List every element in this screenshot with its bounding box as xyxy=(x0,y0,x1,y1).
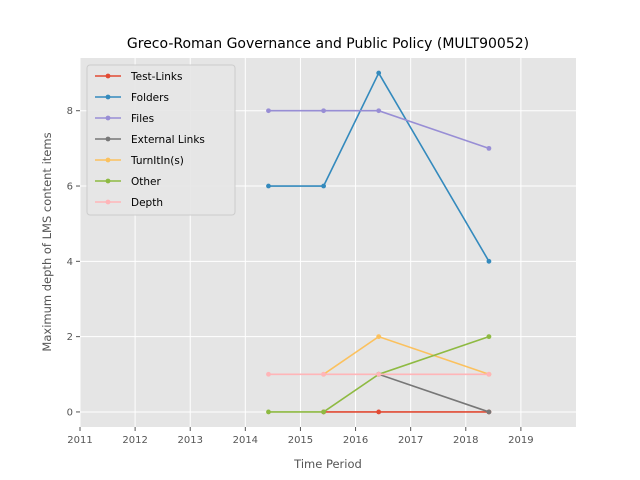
legend-marker xyxy=(105,94,111,100)
legend-item: Folders xyxy=(95,92,169,104)
data-point xyxy=(266,183,271,189)
data-point xyxy=(486,371,492,377)
y-tick-label: 6 xyxy=(67,182,73,193)
x-tick-label: 2012 xyxy=(122,435,147,446)
legend-marker xyxy=(105,157,111,163)
x-tick-label: 2015 xyxy=(288,435,313,446)
y-tick-label: 2 xyxy=(67,332,73,343)
legend-item: Other xyxy=(95,176,161,188)
series-line xyxy=(268,335,490,413)
legend-box xyxy=(86,64,236,216)
data-point xyxy=(376,409,382,415)
legend-label: Other xyxy=(131,176,161,188)
legend-label: Test-Links xyxy=(130,71,182,83)
series-line xyxy=(268,109,490,150)
series-folders xyxy=(266,70,492,264)
y-axis-label: Maximum depth of LMS content items xyxy=(40,132,54,351)
legend-marker xyxy=(105,115,111,121)
y-tick-label: 0 xyxy=(67,407,73,418)
y-axis-ticks: 0 2 4 6 8 xyxy=(67,106,80,418)
series-layer xyxy=(266,70,492,415)
data-point xyxy=(266,409,271,415)
y-tick-label: 4 xyxy=(67,257,73,268)
legend-item: Depth xyxy=(95,197,163,209)
data-point xyxy=(376,108,382,114)
legend-marker xyxy=(105,178,111,184)
x-tick-label: 2013 xyxy=(177,435,202,446)
data-point xyxy=(376,334,382,340)
series-files xyxy=(266,108,492,151)
legend-label: External Links xyxy=(131,134,205,146)
legend-label: Depth xyxy=(131,197,163,209)
legend-marker xyxy=(105,199,111,205)
data-point xyxy=(376,70,382,76)
x-tick-label: 2014 xyxy=(233,435,258,446)
series-depth xyxy=(266,371,492,377)
legend-marker xyxy=(105,73,111,79)
data-point xyxy=(486,258,492,264)
x-tick-label: 2017 xyxy=(398,435,423,446)
x-tick-label: 2019 xyxy=(508,435,533,446)
x-tick-label: 2016 xyxy=(343,435,368,446)
legend-marker xyxy=(105,136,111,142)
legend-item: TurnItIn(s) xyxy=(95,155,184,167)
legend-label: Folders xyxy=(131,92,169,104)
legend-item: External Links xyxy=(95,134,205,146)
legend-item: Test-Links xyxy=(95,71,182,83)
x-tick-label: 2011 xyxy=(67,435,92,446)
data-point xyxy=(321,108,326,114)
y-tick-label: 8 xyxy=(67,106,73,117)
legend-label: Files xyxy=(131,113,154,125)
data-point xyxy=(321,371,326,377)
data-point xyxy=(321,183,326,189)
legend-label: TurnItIn(s) xyxy=(130,155,184,167)
chart-title: Greco-Roman Governance and Public Policy… xyxy=(127,36,529,52)
data-point xyxy=(486,334,492,340)
series-line xyxy=(268,71,490,262)
data-point xyxy=(321,409,326,415)
data-point xyxy=(266,371,271,377)
x-axis-label: Time Period xyxy=(293,457,362,471)
data-point xyxy=(266,108,271,114)
data-point xyxy=(486,409,492,415)
series-line xyxy=(378,373,490,413)
data-point xyxy=(486,145,492,151)
data-point xyxy=(376,371,382,377)
legend: Test-Links Folders Files External Links Turn… xyxy=(86,64,236,216)
x-tick-label: 2018 xyxy=(453,435,478,446)
x-axis-ticks: 2011 2012 2013 2014 2015 2016 2017 2018 2019 xyxy=(67,427,534,446)
legend-item: Files xyxy=(95,113,154,125)
